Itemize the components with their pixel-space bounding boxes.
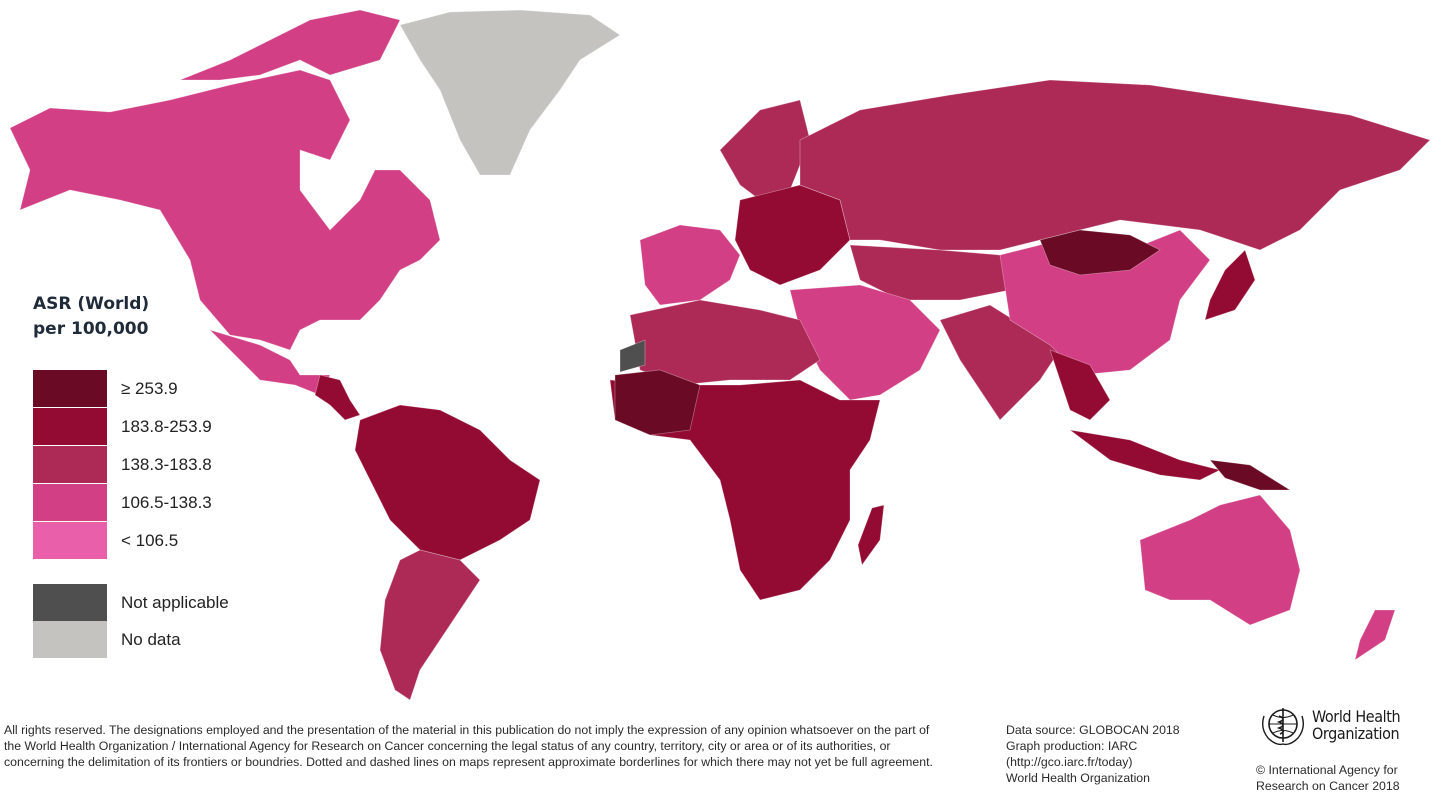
legend-title-line2: per 100,000	[33, 319, 149, 339]
region-australia[interactable]	[1139, 494, 1301, 626]
legend-swatch	[33, 522, 107, 559]
legend-item: Not applicable	[33, 584, 229, 621]
legend-label: 183.8-253.9	[121, 416, 212, 436]
legend-swatch	[33, 408, 107, 445]
region-scandinavia[interactable]	[719, 99, 811, 201]
region-central-america[interactable]	[314, 374, 361, 421]
legend-label: ≥ 253.9	[121, 378, 178, 398]
region-western-sahara[interactable]	[619, 339, 646, 373]
region-southeast-asia[interactable]	[1049, 349, 1111, 421]
legend-label: < 106.5	[121, 530, 179, 550]
legend-swatch	[33, 446, 107, 483]
who-block: World Health Organization © Internationa…	[1256, 702, 1436, 794]
legend-swatch	[33, 370, 107, 407]
legend-item: 183.8-253.9	[33, 408, 212, 445]
who-name-line: Organization	[1312, 724, 1400, 743]
source-line: (http://gco.iarc.fr/today)	[1006, 755, 1133, 769]
world-map	[9, 9, 1431, 701]
who-name: World Health Organization	[1312, 707, 1401, 743]
region-greenland[interactable]	[399, 9, 621, 176]
legend: ASR (World) per 100,000 ≥ 253.9 183.8-25…	[33, 292, 229, 658]
region-south-america-south[interactable]	[379, 549, 481, 701]
region-central-asia[interactable]	[849, 244, 1011, 301]
region-north-america[interactable]	[9, 69, 441, 351]
region-russia[interactable]	[799, 79, 1431, 251]
legend-item: 106.5-138.3	[33, 484, 212, 521]
region-middle-east[interactable]	[789, 284, 941, 401]
region-south-america-north[interactable]	[354, 404, 541, 561]
region-papua-new-guinea[interactable]	[1209, 459, 1291, 491]
legend-swatch	[33, 584, 107, 621]
region-new-zealand[interactable]	[1354, 609, 1396, 661]
legend-title-line1: ASR (World)	[33, 294, 150, 314]
region-eastern-europe[interactable]	[734, 184, 851, 286]
source-line: World Health Organization	[1006, 771, 1150, 785]
region-japan[interactable]	[1204, 249, 1256, 321]
legend-label: Not applicable	[121, 592, 229, 612]
legend-item: < 106.5	[33, 522, 178, 559]
who-name-line: World Health	[1312, 707, 1401, 726]
region-sub-saharan-africa[interactable]	[609, 379, 881, 601]
region-indonesia[interactable]	[1069, 429, 1221, 481]
data-source: Data source: GLOBOCAN 2018 Graph product…	[1006, 722, 1236, 786]
disclaimer-text: All rights reserved. The designations em…	[4, 723, 933, 769]
copyright: © International Agency for Research on C…	[1256, 762, 1436, 794]
legend-item: ≥ 253.9	[33, 370, 178, 407]
who-emblem-icon	[1261, 708, 1305, 746]
region-mongolia[interactable]	[1039, 229, 1161, 276]
who-logo: World Health Organization	[1256, 702, 1436, 748]
legend-swatch	[33, 484, 107, 521]
copyright-line: Research on Cancer 2018	[1256, 779, 1400, 793]
region-west-africa[interactable]	[614, 369, 701, 436]
legend-label: 138.3-183.8	[121, 454, 212, 474]
legend-swatch	[33, 621, 107, 658]
source-line: Data source: GLOBOCAN 2018	[1006, 723, 1180, 737]
region-canada-arctic[interactable]	[179, 9, 401, 81]
legend-label: 106.5-138.3	[121, 492, 212, 512]
copyright-line: © International Agency for	[1256, 763, 1398, 777]
legend-label: No data	[121, 629, 181, 649]
legend-item: 138.3-183.8	[33, 446, 212, 483]
source-line: Graph production: IARC	[1006, 739, 1138, 753]
region-madagascar[interactable]	[857, 504, 885, 566]
legend-item: No data	[33, 621, 181, 658]
region-western-europe[interactable]	[639, 224, 741, 306]
